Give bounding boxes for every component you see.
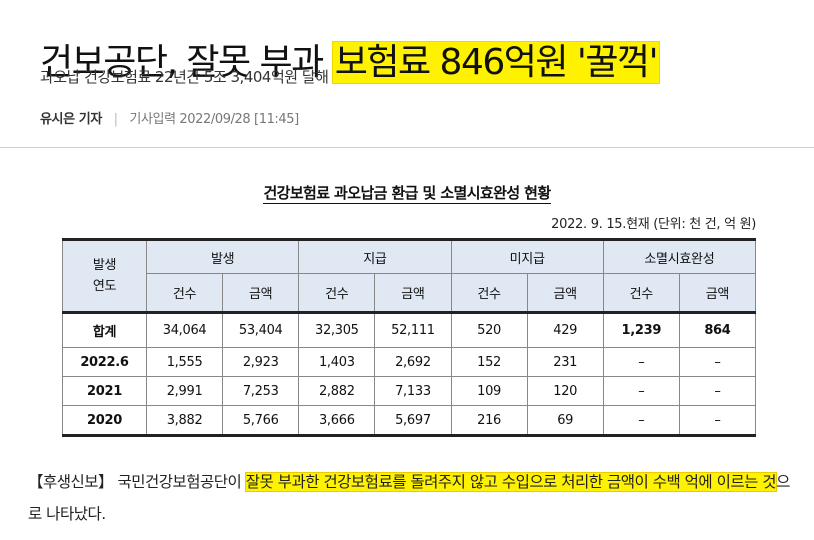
table-cell: 520: [450, 311, 528, 348]
table-cell: 3,882: [145, 405, 224, 436]
table-cell: 1,239: [602, 311, 680, 348]
row-year: 합계: [62, 311, 147, 348]
table-cell: 69: [526, 405, 604, 436]
byline-separator: |: [113, 112, 118, 127]
table-cell: 2,991: [145, 376, 224, 406]
table-cell: 34,064: [145, 311, 224, 348]
table-unit-note: 2022. 9. 15.현재 (단위: 천 건, 억 원): [551, 217, 756, 232]
table-cell: –: [602, 376, 680, 406]
group-header: 소멸시효완성: [602, 239, 757, 274]
table-cell: –: [602, 347, 680, 377]
table-cell: 7,133: [374, 376, 452, 406]
publication-tag: 【후생신보】: [28, 473, 114, 491]
table-row: 2022.6 1,555 2,923 1,403 2,692 152 231 –…: [62, 347, 757, 377]
refund-status-table: 발생 연도 발생 지급 미지급 소멸시효완성 건수 금액 건수 금액 건수 금액…: [62, 238, 757, 437]
row-year: 2022.6: [62, 347, 147, 377]
table-cell: 5,766: [222, 405, 300, 436]
lead-text: 국민건강보험공단이: [113, 473, 246, 491]
article-headline: 건보공단, 잘못 부과 보험료 846억원 '꿀꺽': [40, 38, 659, 88]
table-title: 건강보험료 과오납금 환급 및 소멸시효완성 현황: [263, 184, 551, 204]
subheader: 건수: [602, 273, 680, 313]
table-cell: 1,555: [145, 347, 224, 377]
lead-highlight: 잘못 부과한 건강보험료를 돌려주지 않고 수입으로 처리한 금액이 수백 억에…: [245, 473, 777, 491]
reporter-name[interactable]: 유시은 기자: [40, 112, 102, 127]
table-cell: 1,403: [298, 347, 376, 377]
table-cell: 429: [526, 311, 604, 348]
row-year: 2021: [62, 376, 147, 406]
row-year: 2020: [62, 405, 147, 436]
table-cell: 3,666: [298, 405, 376, 436]
table-cell: –: [602, 405, 680, 436]
table-cell: 109: [450, 376, 528, 406]
headline-highlight: 보험료 846억원 '꿀꺽': [332, 42, 659, 84]
group-header: 미지급: [450, 239, 604, 274]
table-cell: –: [678, 405, 757, 436]
table-cell: 2,923: [222, 347, 300, 377]
table-cell: 52,111: [374, 311, 452, 348]
table-cell: 152: [450, 347, 528, 377]
subheader: 건수: [450, 273, 528, 313]
subheader: 금액: [222, 273, 300, 313]
table-cell: 216: [450, 405, 528, 436]
table-cell: 53,404: [222, 311, 300, 348]
table-subheader-row: 건수 금액 건수 금액 건수 금액 건수 금액: [63, 273, 757, 313]
byline: 유시은 기자 | 기사입력 2022/09/28 [11:45]: [40, 108, 299, 127]
divider: [0, 147, 814, 148]
table-cell: 7,253: [222, 376, 300, 406]
year-column-header: 발생 연도: [62, 239, 147, 313]
table-cell: –: [678, 376, 757, 406]
table-cell: 864: [678, 311, 757, 348]
group-header: 발생: [145, 239, 300, 274]
table-row-total: 합계 34,064 53,404 32,305 52,111 520 429 1…: [62, 311, 757, 348]
subheader: 금액: [374, 273, 452, 313]
table-cell: 2,882: [298, 376, 376, 406]
article-lead-paragraph: 【후생신보】 국민건강보험공단이 잘못 부과한 건강보험료를 돌려주지 않고 수…: [28, 466, 798, 530]
table-cell: –: [678, 347, 757, 377]
headline-text: 건보공단, 잘못 부과: [40, 42, 333, 84]
table-row: 2020 3,882 5,766 3,666 5,697 216 69 – –: [62, 405, 757, 436]
table-header-row: 발생 연도 발생 지급 미지급 소멸시효완성: [62, 239, 757, 313]
table-cell: 5,697: [374, 405, 452, 436]
group-header: 지급: [298, 239, 452, 274]
table-cell: 2,692: [374, 347, 452, 377]
table-cell: 120: [526, 376, 604, 406]
table-cell: 32,305: [298, 311, 376, 348]
subheader: 금액: [526, 273, 604, 313]
subheader: 건수: [145, 273, 224, 313]
subheader: 건수: [298, 273, 376, 313]
article-subtitle: 과오납 건강보험료 22년간 5조 3,404억원 달해: [40, 68, 329, 86]
subheader: 금액: [678, 273, 757, 313]
publish-date: 기사입력 2022/09/28 [11:45]: [129, 112, 299, 127]
lead-tail: 으로 나타났다.: [28, 473, 790, 523]
table-row: 2021 2,991 7,253 2,882 7,133 109 120 – –: [62, 376, 757, 406]
table-cell: 231: [526, 347, 604, 377]
